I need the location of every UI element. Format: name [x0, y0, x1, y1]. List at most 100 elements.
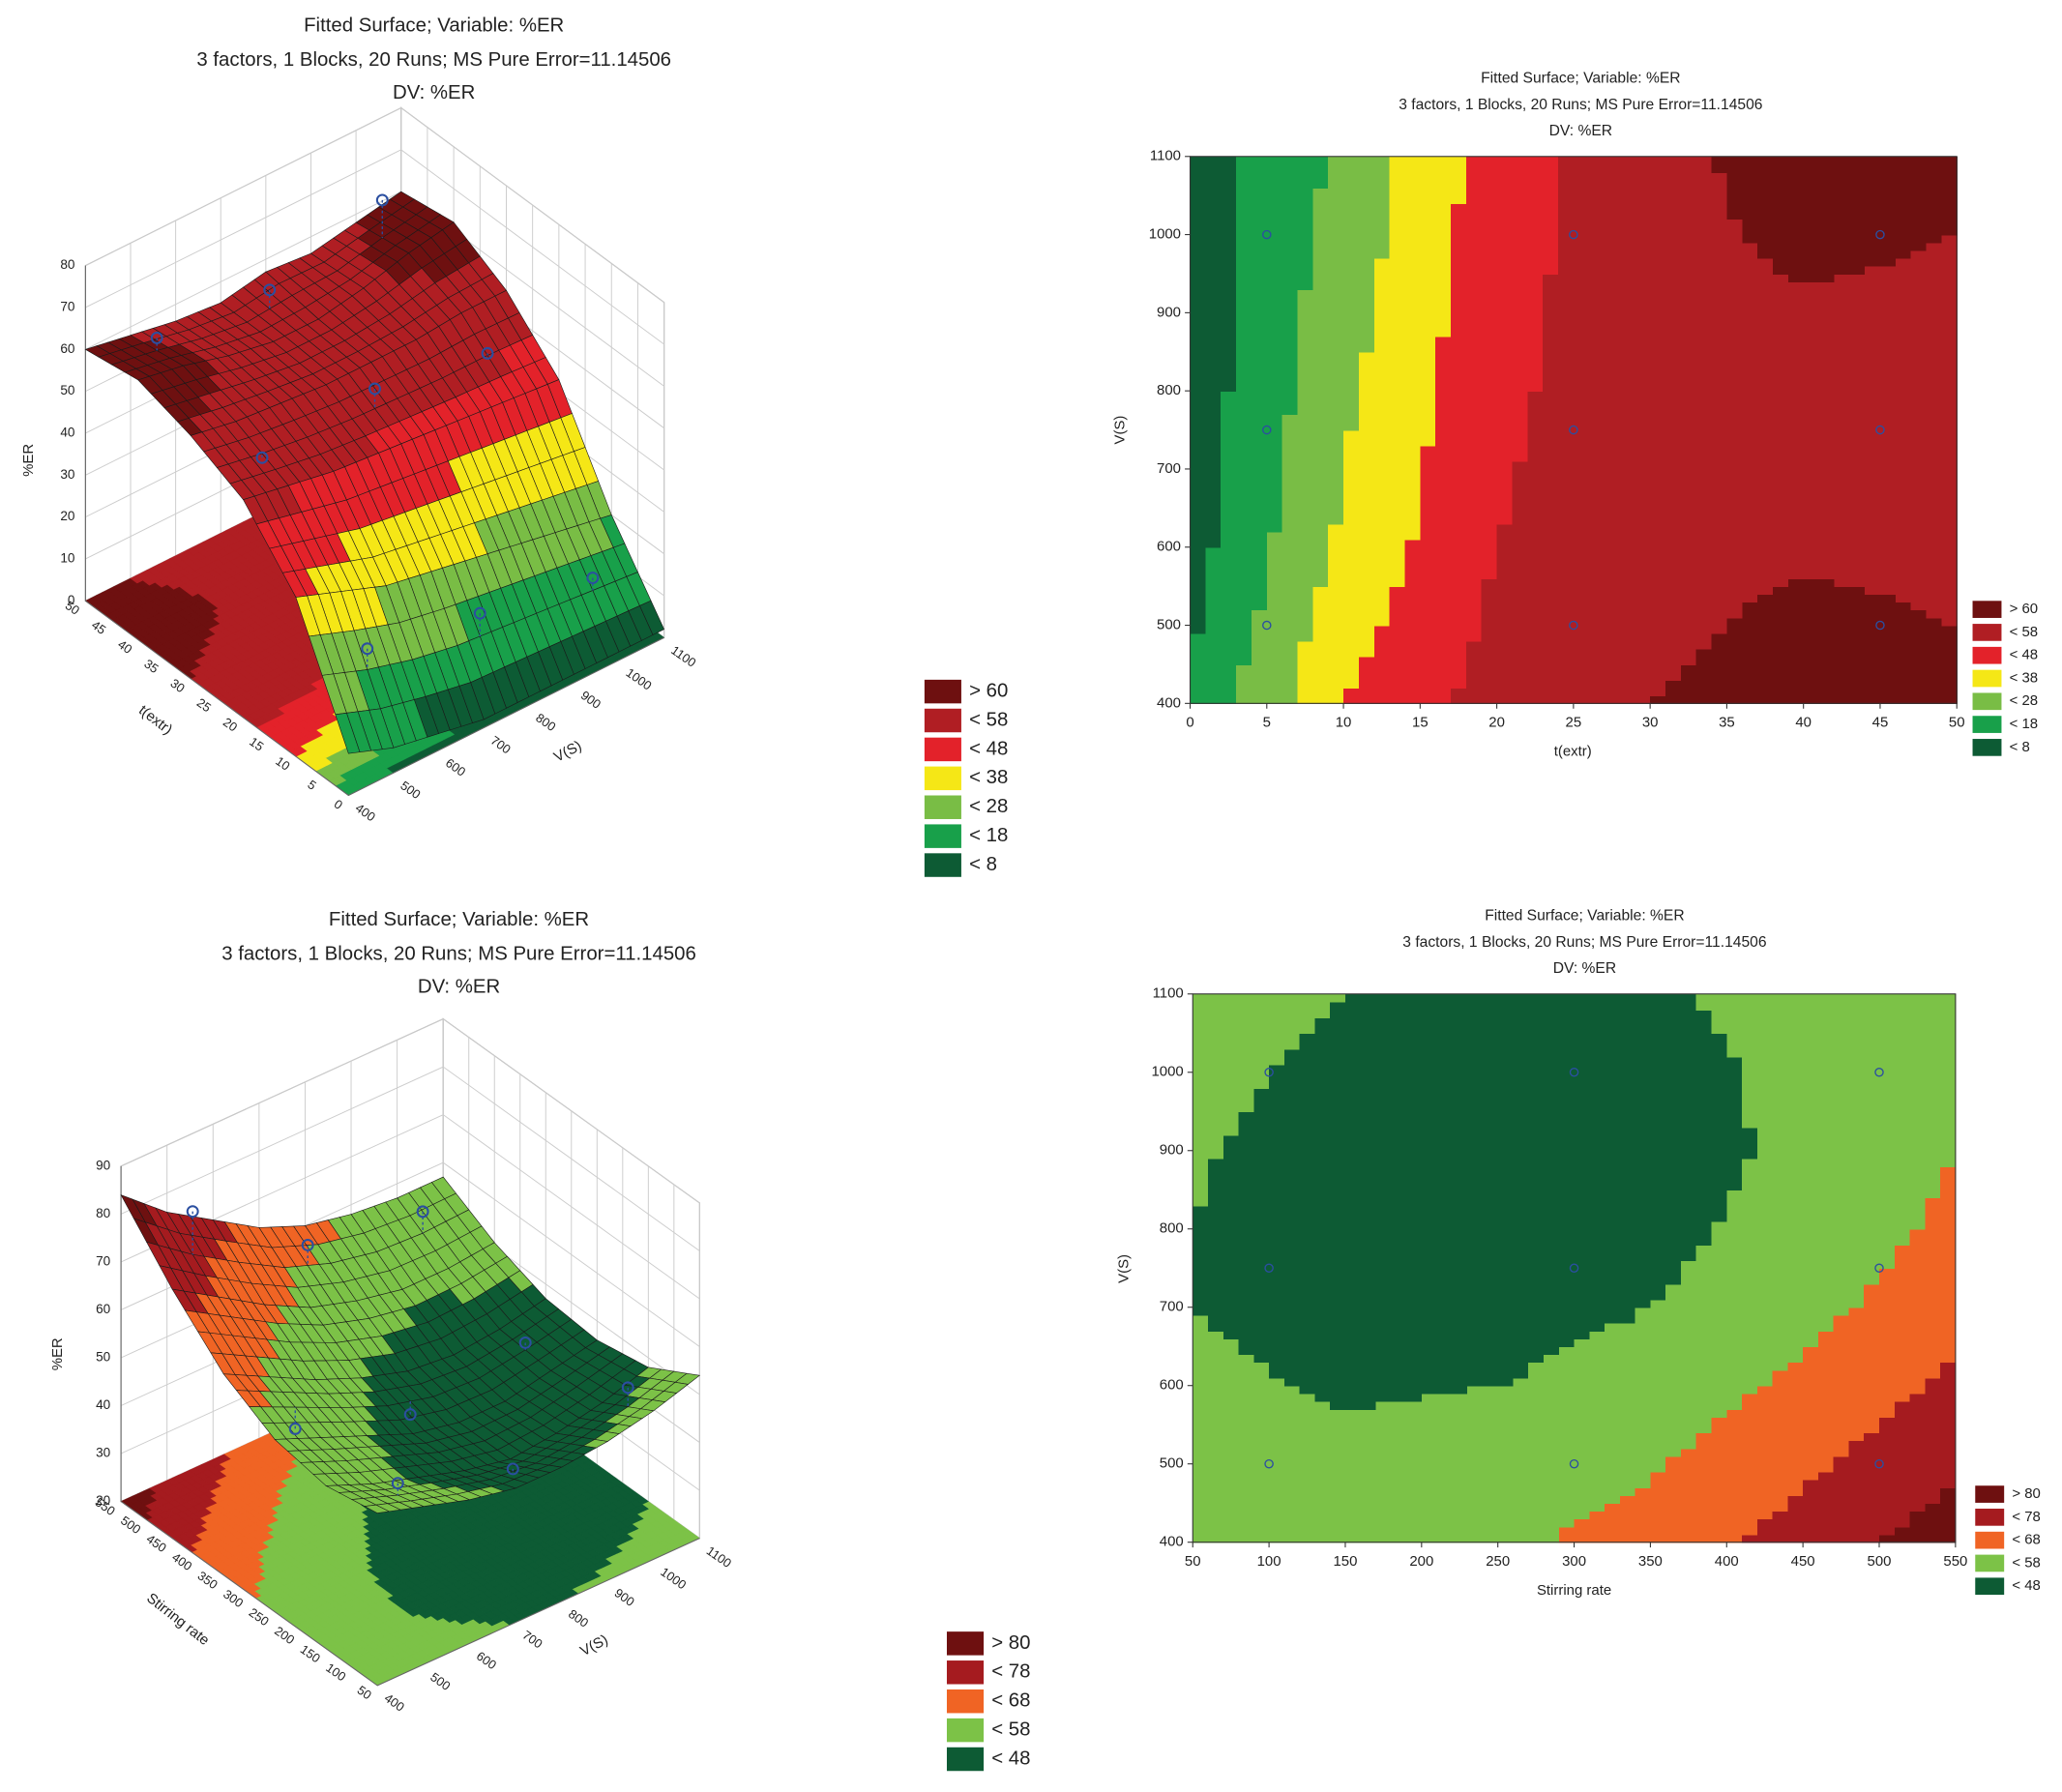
contour-cell	[1435, 554, 1452, 564]
contour-cell	[1757, 632, 1774, 642]
contour-cell	[1496, 625, 1514, 634]
contour-cell	[1481, 554, 1498, 564]
contour-cell	[1849, 602, 1866, 611]
contour-cell	[1787, 500, 1805, 510]
contour-cell	[1588, 460, 1605, 470]
contour-cell	[1573, 477, 1590, 485]
contour-cell	[1343, 562, 1360, 572]
contour-cell	[1465, 640, 1483, 650]
contour-cell	[1435, 640, 1452, 650]
legend-swatch	[1972, 716, 2002, 733]
contour-cell	[1281, 460, 1299, 470]
contour-cell	[1297, 648, 1314, 658]
contour-cell	[1266, 383, 1283, 392]
contour-cell	[1573, 640, 1590, 650]
contour-cell	[1205, 648, 1222, 658]
contour-cell	[1834, 492, 1851, 502]
contour-cell	[1512, 680, 1529, 689]
contour-cell	[1251, 663, 1268, 673]
contour-cell	[1895, 406, 1912, 416]
contour-cell	[1465, 453, 1483, 462]
contour-cell	[1420, 468, 1437, 478]
contour-cell	[1619, 688, 1636, 697]
contour-cell	[1664, 500, 1682, 510]
contour-cell	[1849, 406, 1866, 416]
contour-cell	[1543, 609, 1559, 619]
contour-cell	[1619, 375, 1636, 384]
contour-cell	[1205, 437, 1222, 447]
contour-cell	[1451, 539, 1467, 548]
contour-cell	[1635, 515, 1651, 525]
contour-cell	[1558, 460, 1575, 470]
legend-swatch	[924, 795, 961, 819]
contour-cell	[1834, 414, 1851, 424]
contour-cell	[1941, 617, 1959, 627]
contour-cell	[1664, 508, 1682, 517]
contour-cell	[1543, 578, 1559, 587]
contour-cell	[1573, 429, 1590, 439]
contour-cell	[1619, 531, 1636, 541]
contour-cell	[1818, 688, 1836, 697]
contour-cell	[1941, 485, 1959, 494]
contour-cell	[1420, 680, 1437, 689]
contour-cell	[1404, 398, 1422, 408]
contour-cell	[1297, 609, 1314, 619]
contour-cell	[1726, 617, 1744, 627]
contour-cell	[1834, 383, 1851, 392]
contour-cell	[1879, 562, 1897, 572]
contour-cell	[1358, 414, 1375, 424]
contour-cell	[1465, 546, 1483, 556]
contour-cell	[1527, 453, 1544, 462]
contour-cell	[1726, 632, 1744, 642]
contour-cell	[1711, 570, 1728, 579]
contour-cell	[1205, 640, 1222, 650]
contour-cell	[1803, 531, 1820, 541]
contour-cell	[1404, 632, 1422, 642]
contour-cell	[1604, 477, 1621, 485]
contour-cell	[1404, 617, 1422, 627]
contour-cell	[1312, 445, 1330, 455]
contour-cell	[1726, 625, 1744, 634]
contour-cell	[1941, 492, 1959, 502]
contour-cell	[1787, 570, 1805, 579]
contour-cell	[1604, 453, 1621, 462]
contour-cell	[1757, 640, 1774, 650]
contour-cell	[1772, 422, 1789, 431]
contour-cell	[1236, 437, 1252, 447]
contour-cell	[1787, 648, 1805, 658]
contour-cell	[1404, 422, 1422, 431]
contour-cell	[1404, 602, 1422, 611]
y-tick-label: 400	[353, 801, 378, 825]
contour-cell	[1742, 648, 1758, 658]
contour-cell	[1558, 375, 1575, 384]
contour-cell	[1389, 485, 1406, 494]
contour-cell	[1635, 383, 1651, 392]
contour-cell	[1389, 523, 1406, 533]
contour-cell	[1818, 546, 1836, 556]
contour-cell	[1787, 617, 1805, 627]
contour-cell	[1834, 570, 1851, 579]
y-tick-label: 600	[443, 755, 468, 779]
contour-cell	[1879, 578, 1897, 587]
contour-cell	[1664, 398, 1682, 408]
contour-cell	[1451, 391, 1467, 400]
contour-cell	[1926, 663, 1943, 673]
contour-cell	[1281, 485, 1299, 494]
contour-cell	[1281, 562, 1299, 572]
contour-cell	[1772, 594, 1789, 603]
contour-cell	[1726, 468, 1744, 478]
contour-cell	[1619, 632, 1636, 642]
contour-cell	[1527, 422, 1544, 431]
contour-cell	[1389, 515, 1406, 525]
contour-cell	[1205, 570, 1222, 579]
contour-cell	[1818, 672, 1836, 681]
contour-cell	[1496, 375, 1514, 384]
contour-cell	[1205, 562, 1222, 572]
contour-cell	[1742, 602, 1758, 611]
contour-cell	[1373, 375, 1391, 384]
contour-cell	[1895, 609, 1912, 619]
contour-cell	[1251, 445, 1268, 455]
contour-cell	[1573, 625, 1590, 634]
contour-cell	[1772, 648, 1789, 658]
contour-cell	[1772, 383, 1789, 392]
